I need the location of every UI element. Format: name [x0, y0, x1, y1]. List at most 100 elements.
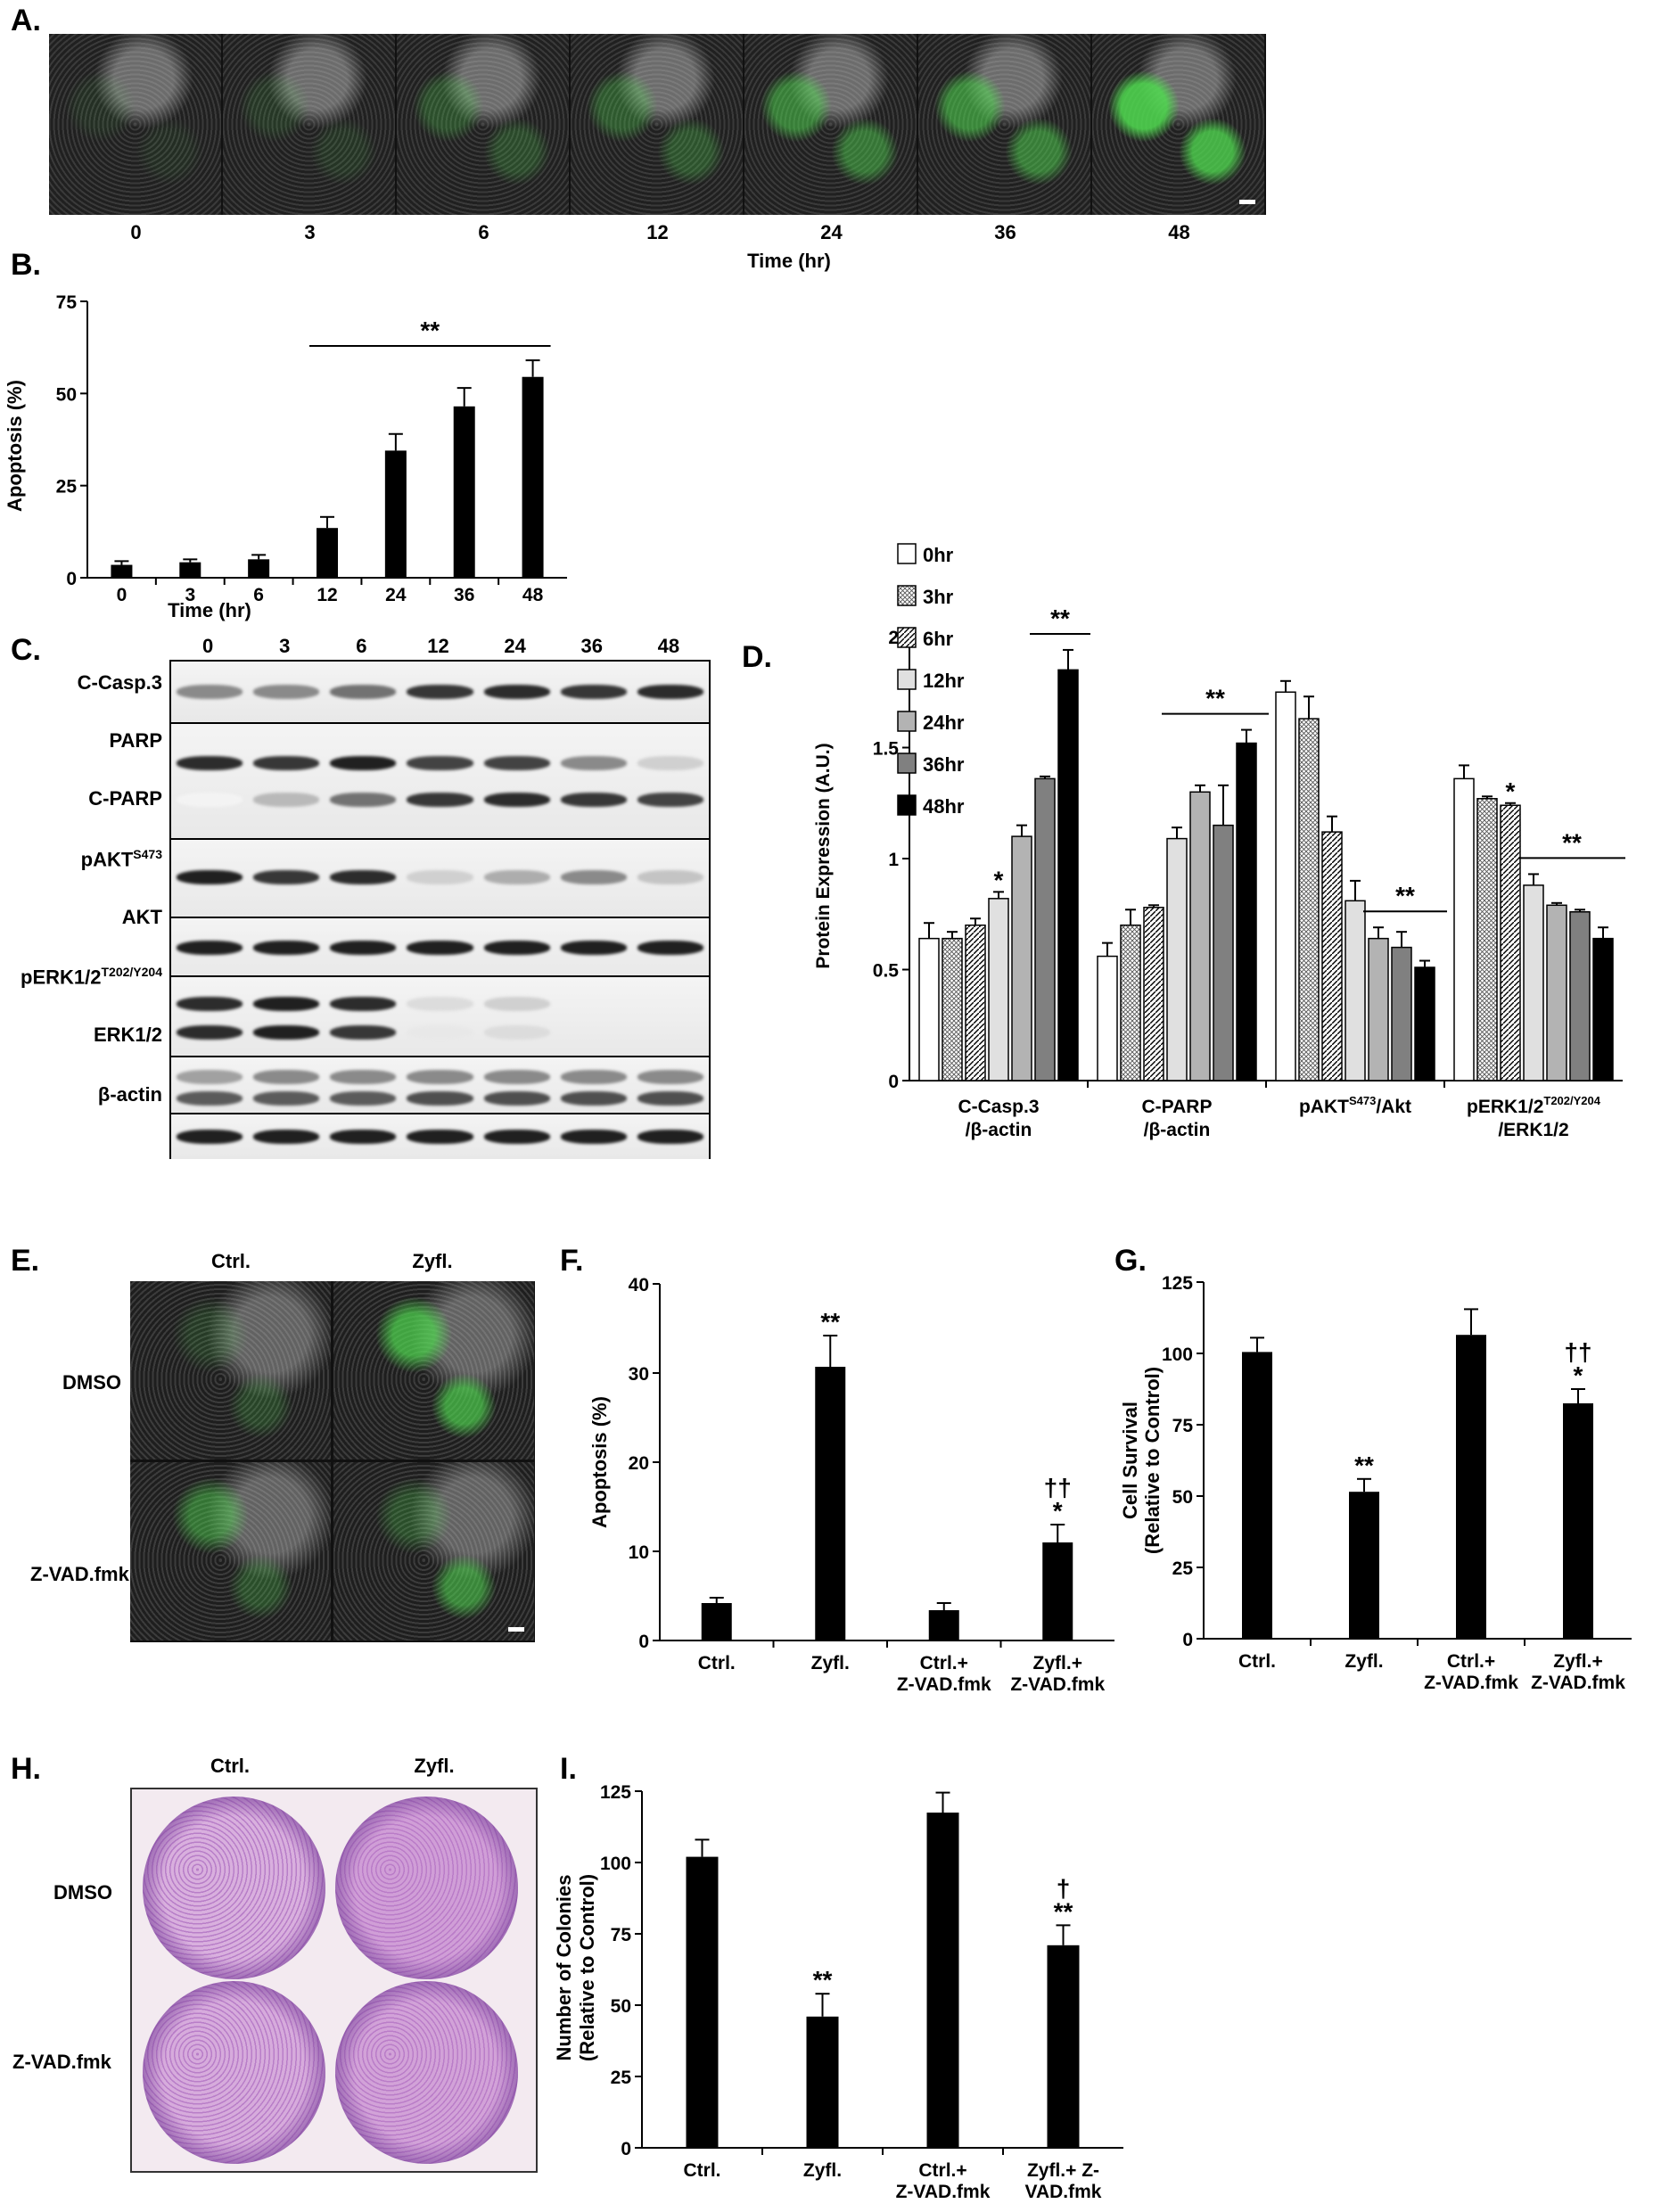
x-tick-label: Zyfl.	[1345, 1651, 1383, 1672]
bar	[1275, 691, 1296, 1081]
bar	[1047, 1945, 1080, 2148]
y-tick-label: 125	[1162, 1273, 1193, 1294]
blot-row-label: pAKTS473	[81, 847, 162, 871]
bar	[1391, 946, 1412, 1081]
panel-b-label: B.	[11, 248, 41, 282]
x-tick-label: VAD.fmk	[1025, 2182, 1102, 2202]
x-axis-label: Time (hr)	[168, 599, 251, 621]
x-tick-label: Ctrl.	[698, 1653, 736, 1673]
lane-label: 24	[504, 635, 526, 657]
blot-band	[407, 793, 473, 807]
western-blot	[169, 660, 711, 1159]
blot-band	[330, 1091, 397, 1106]
lane-label: 3	[279, 635, 291, 657]
group-label-line2: /β-actin	[1144, 1120, 1211, 1140]
lane-label: 6	[356, 635, 367, 657]
x-tick-label: 36	[454, 585, 474, 605]
blot-band	[177, 1070, 243, 1084]
blot-band	[330, 685, 397, 699]
bar	[1368, 937, 1389, 1081]
blot-strip	[171, 1056, 709, 1114]
bar	[1345, 900, 1366, 1081]
blot-row-name: β-actin	[97, 1083, 162, 1106]
panel-d-label: D.	[742, 640, 772, 674]
bar	[1242, 1352, 1272, 1639]
bar	[1120, 924, 1141, 1081]
significance-mark: **	[1054, 1897, 1073, 1925]
micrograph-tile	[130, 1281, 331, 1460]
y-tick-label: 2	[888, 628, 899, 648]
y-axis-label: Apoptosis (%)	[4, 380, 26, 512]
bar	[1349, 1492, 1379, 1639]
y-tick-label: 0	[888, 1072, 899, 1092]
group-label: C-PARP	[1142, 1097, 1213, 1117]
x-tick-label: Zyfl.+ Z-	[1027, 2160, 1099, 2181]
culture-dish	[335, 1981, 518, 2164]
blot-row-name: ERK1/2	[93, 1024, 162, 1046]
bar	[965, 924, 986, 1081]
bar	[918, 937, 940, 1081]
bar	[1042, 1542, 1073, 1640]
x-tick-label: Z-VAD.fmk	[897, 1674, 991, 1695]
micrograph-tile	[571, 34, 743, 215]
panel-e-micrographs	[130, 1281, 535, 1642]
panel-e-row-dmso: DMSO	[62, 1371, 121, 1394]
y-axis-label-line2: (Relative to Control)	[1141, 1367, 1164, 1554]
blot-band	[483, 1130, 550, 1144]
y-axis-label: Protein Expression (A.U.)	[813, 743, 834, 968]
bar	[686, 1856, 719, 2148]
blot-band	[177, 997, 243, 1011]
group-label: pAKTS473/Akt	[1299, 1094, 1411, 1117]
x-tick-label: Z-VAD.fmk	[1424, 1673, 1518, 1693]
y-tick-label: 0	[66, 569, 77, 589]
blot-band	[330, 756, 397, 770]
time-label: 3	[304, 221, 316, 243]
y-tick-label: 50	[1172, 1487, 1193, 1508]
micrograph-tile	[397, 34, 569, 215]
blot-band	[330, 997, 397, 1011]
significance-mark: **	[1562, 828, 1582, 856]
blot-band	[483, 1025, 550, 1040]
y-tick-label: 1	[888, 850, 899, 870]
x-tick-label: Z-VAD.fmk	[1531, 1673, 1625, 1693]
significance-mark: **	[1205, 685, 1225, 712]
y-axis-label: Cell Survival	[1119, 1402, 1141, 1519]
blot-band	[560, 685, 627, 699]
significance-mark: †	[1057, 1874, 1071, 1902]
blot-strip	[171, 975, 709, 1057]
blot-row-label: C-PARP	[88, 787, 162, 810]
blot-band	[560, 793, 627, 807]
panel-e-col-zyfl: Zyfl.	[412, 1250, 453, 1272]
group-label-sup: S473	[1349, 1094, 1376, 1107]
legend-swatch	[897, 669, 917, 690]
blot-band	[177, 1130, 243, 1144]
panel-a-xlabel: Time (hr)	[747, 250, 831, 272]
bar	[1143, 907, 1164, 1081]
colony-plate	[130, 1788, 538, 2173]
blot-band	[177, 1091, 243, 1106]
legend-label: 6hr	[923, 628, 954, 650]
bar	[1011, 835, 1032, 1081]
blot-band	[407, 1130, 473, 1144]
bar	[1034, 777, 1056, 1081]
legend-swatch	[897, 627, 917, 648]
blot-band	[407, 756, 473, 770]
x-tick-label: 12	[317, 585, 337, 605]
blot-band	[407, 1091, 473, 1106]
legend-label: 3hr	[923, 586, 954, 608]
group-label: pERK1/2T202/Y204	[1467, 1094, 1601, 1117]
blot-row-name: C-Casp.3	[77, 671, 162, 694]
time-label: 48	[1168, 221, 1190, 243]
y-tick-label: 25	[56, 477, 78, 497]
micrograph-tile	[744, 34, 917, 215]
panel-h-row-zvad: Z-VAD.fmk	[12, 2051, 111, 2073]
group-label-main: pERK1/2	[1467, 1097, 1543, 1117]
x-tick-label: 24	[385, 585, 407, 605]
blot-band	[560, 1091, 627, 1106]
panel-e-label: E.	[11, 1244, 40, 1278]
significance-mark: *	[1506, 777, 1516, 805]
blot-band	[637, 1070, 703, 1084]
bar	[522, 376, 544, 578]
blot-strip	[171, 917, 709, 977]
